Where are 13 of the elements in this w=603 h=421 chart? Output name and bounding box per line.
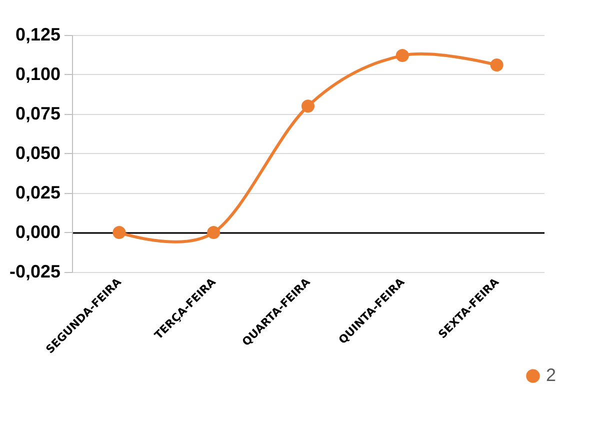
legend-label: 2 [546, 365, 556, 385]
point [207, 226, 220, 240]
y-tick-label: 0,100 [15, 64, 60, 84]
point [301, 100, 315, 113]
y-tick-label: 0,050 [15, 143, 60, 163]
y-tick-label: 0,025 [15, 182, 60, 202]
point [112, 226, 126, 240]
y-tick-label: 0,000 [15, 222, 60, 242]
point [490, 58, 504, 72]
y-tick-label: -0,025 [9, 262, 60, 282]
y-tick-label: 0,125 [15, 24, 60, 44]
y-tick-label: 0,075 [15, 104, 60, 124]
point [396, 49, 409, 62]
